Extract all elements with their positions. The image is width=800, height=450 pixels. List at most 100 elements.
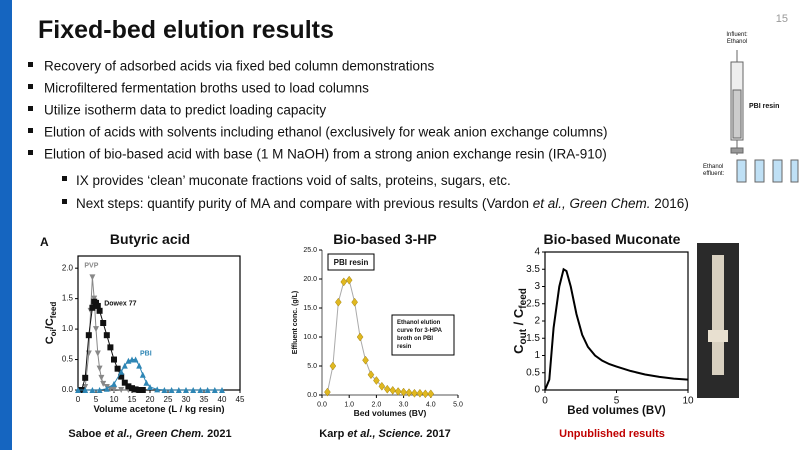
text-run: et al., Green Chem. [533,196,651,211]
bullet-text: Utilize isotherm data to predict loading… [44,103,326,118]
data-point [411,388,418,398]
data-point [362,355,369,365]
data-point [190,387,197,393]
diagram-label: Influent: [726,32,748,38]
label-part: C [511,344,526,354]
bullet-marker [28,106,33,111]
data-point [351,297,358,307]
text-run: et al., Green Chem. [104,428,204,440]
x-tick-label: 5.0 [453,401,463,408]
diagram-label: Ethanol [727,39,747,45]
x-tick-label: 5 [614,396,620,407]
bullet-text: Elution of bio-based acid with base (1 M… [44,147,607,162]
data-point [211,387,218,393]
bullet-text: Recovery of adsorbed acids via fixed bed… [44,59,434,74]
x-axis-label: Bed volumes (BV) [567,405,666,417]
panel-label: A [40,235,49,249]
bullet-marker [28,84,33,89]
text-run: IX provides ‘clean’ muconate fractions v… [76,173,511,188]
data-point [96,387,103,393]
x-tick-label: 0 [76,395,81,404]
y-axis-label: Effluent conc. (g/L) [292,291,299,354]
inset-label: PBI resin [334,258,369,267]
photo [697,243,739,398]
x-tick-label: 10 [110,395,119,404]
data-point [118,368,125,375]
data-point [107,344,114,351]
data-point [147,383,153,390]
text-run: Next steps: quantify purity of MA and co… [76,196,487,211]
series-label: Dowex 77 [104,301,136,308]
x-tick-label: 35 [200,395,209,404]
data-point [111,386,117,393]
text-run: 2016) [651,196,689,211]
y-tick-label: 1.0 [62,324,74,333]
data-point [75,387,81,393]
y-tick-label: 5.0 [307,363,317,370]
y-tick-label: 10.0 [303,334,317,341]
x-tick-label: 0 [542,396,548,407]
x-tick-label: 10 [682,396,694,407]
rich-text: IX provides ‘clean’ muconate fractions v… [76,173,511,188]
y-axis-label: Cout / Cfeed [511,288,529,354]
y-tick-label: 1.5 [526,333,540,344]
y-tick-label: 20.0 [303,276,317,283]
data-point [82,374,89,381]
data-point [373,376,380,385]
data-point [136,387,143,393]
rich-text: Next steps: quantify purity of MA and co… [76,196,689,211]
slide-title: Fixed-bed elution results [38,16,334,44]
side-stripe [0,0,12,450]
data-point [121,379,128,386]
x-axis-label: Bed volumes (BV) [354,408,427,418]
data-point [204,387,211,393]
annotation-line: broth on PBI [397,336,433,342]
data-point [183,387,189,393]
data-point [96,365,103,372]
x-tick-label: 15 [128,395,137,404]
data-point [89,274,96,281]
y-tick-label: 4 [534,247,540,258]
x-axis-label: Volume acetone (L / kg resin) [93,404,224,415]
x-tick-label: 3.0 [399,401,409,408]
chart-title: Bio-based Muconate [544,231,681,247]
y-tick-label: 2.0 [62,263,74,272]
data-point [100,380,107,387]
data-point [82,387,89,393]
data-point [111,380,117,387]
data-point [405,388,413,398]
data-point [85,332,92,339]
text-run: 2021 [204,428,232,440]
y-tick-label: 0.5 [62,355,74,364]
data-point [114,365,121,372]
chart-title: Bio-based 3-HP [333,231,436,247]
label-part: / C [511,308,526,329]
text-run: et al., Science. [347,428,423,440]
inset-box [327,253,375,271]
data-point [400,387,407,397]
text-run: Karp [319,428,347,440]
label-part: oi [49,329,58,336]
diagram-label: PBI resin [749,103,779,110]
data-point [168,387,175,393]
data-point [356,332,364,342]
sub-bullet-marker [62,199,67,204]
data-point [96,307,103,314]
data-point [143,379,150,386]
x-tick-label: 5 [94,395,99,404]
data-point [389,385,397,395]
label-part: /C [44,318,56,329]
data-point [335,297,342,307]
diagram-label: effluent: [703,171,725,177]
x-tick-label: 25 [164,395,173,404]
y-tick-label: 0.0 [62,385,74,394]
bullet-text: Elution of acids with solvents including… [44,125,608,140]
rich-text: Saboe et al., Green Chem. 2021 [68,428,231,440]
x-tick-label: 2.0 [372,401,382,408]
data-point [154,386,161,393]
data-point [340,277,348,287]
data-point [125,383,132,390]
data-point [91,295,98,302]
y-tick-label: 0.5 [526,367,540,378]
